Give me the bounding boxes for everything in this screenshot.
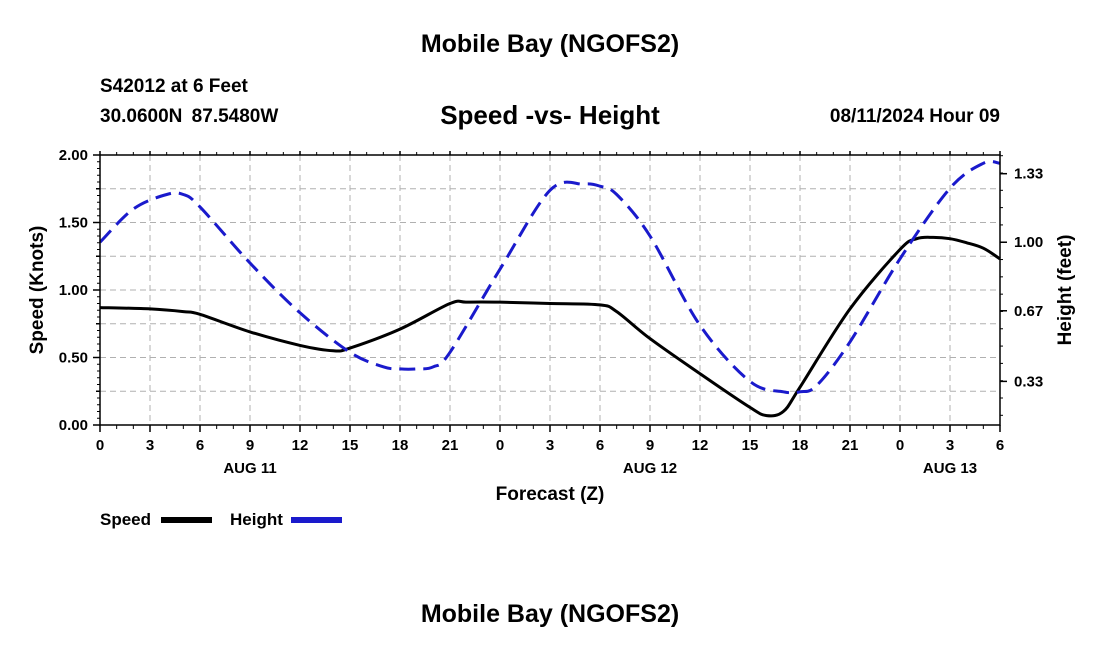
x-tick-label: 3	[146, 437, 154, 454]
x-tick-label: 6	[596, 437, 604, 454]
chart-subtitle: Speed -vs- Height	[440, 100, 660, 130]
y-tick-label: 0.00	[59, 417, 88, 434]
forecast-timestamp: 08/11/2024 Hour 09	[829, 106, 1000, 127]
x-tick-label: 9	[646, 437, 654, 454]
x-tick-label: 3	[946, 437, 954, 454]
x-tick-label: 12	[292, 437, 309, 454]
grid	[100, 155, 1000, 425]
y-axis-label-right: Height (feet)	[1055, 235, 1076, 346]
axis-ticks	[93, 151, 1007, 432]
x-tick-label: 0	[496, 437, 504, 454]
axis-labels: 0 3 6 9 12 15 18 21 0 3 6 9 12 15 18 21 0 3 6 AUG 11 AUG 12 A…	[59, 147, 1043, 477]
date-label: AUG 11	[223, 460, 276, 477]
x-tick-label: 15	[742, 437, 759, 454]
y2-tick-label: 0.33	[1014, 373, 1043, 390]
y2-tick-label: 1.00	[1014, 234, 1043, 251]
y2-tick-label: 0.67	[1014, 303, 1043, 320]
legend-speed-label: Speed	[100, 510, 151, 529]
chart-title: Mobile Bay (NGOFS2)	[420, 30, 680, 58]
x-tick-label: 12	[692, 437, 709, 454]
x-tick-label: 3	[546, 437, 554, 454]
y-tick-label: 2.00	[59, 147, 88, 164]
x-axis-label: Forecast (Z)	[496, 484, 605, 505]
y-tick-label: 1.50	[59, 215, 88, 232]
station-label: S42012 at 6 Feet	[100, 76, 248, 97]
coordinates-label: 30.0600N 87.5480W	[100, 106, 279, 127]
date-label: AUG 13	[923, 460, 977, 477]
height-series-line	[98, 159, 1001, 395]
legend: Speed Height	[100, 510, 342, 529]
speed-series-line	[99, 235, 1001, 418]
y-tick-label: 0.50	[59, 350, 88, 367]
x-tick-label: 0	[896, 437, 904, 454]
x-tick-label: 0	[96, 437, 104, 454]
x-tick-label: 21	[442, 437, 459, 454]
y-axis-label-left: Speed (Knots)	[27, 226, 48, 355]
x-tick-label: 6	[196, 437, 204, 454]
x-tick-label: 18	[392, 437, 409, 454]
y-tick-label: 1.00	[59, 282, 88, 299]
y2-tick-label: 1.33	[1014, 166, 1043, 183]
date-label: AUG 12	[623, 460, 677, 477]
x-tick-label: 9	[246, 437, 254, 454]
legend-height-label: Height	[230, 510, 283, 529]
series-lines	[98, 159, 1001, 418]
x-tick-label: 18	[792, 437, 809, 454]
x-tick-label: 15	[342, 437, 359, 454]
x-tick-label: 6	[996, 437, 1004, 454]
footer-title: Mobile Bay (NGOFS2)	[420, 600, 680, 628]
x-tick-label: 21	[842, 437, 859, 454]
